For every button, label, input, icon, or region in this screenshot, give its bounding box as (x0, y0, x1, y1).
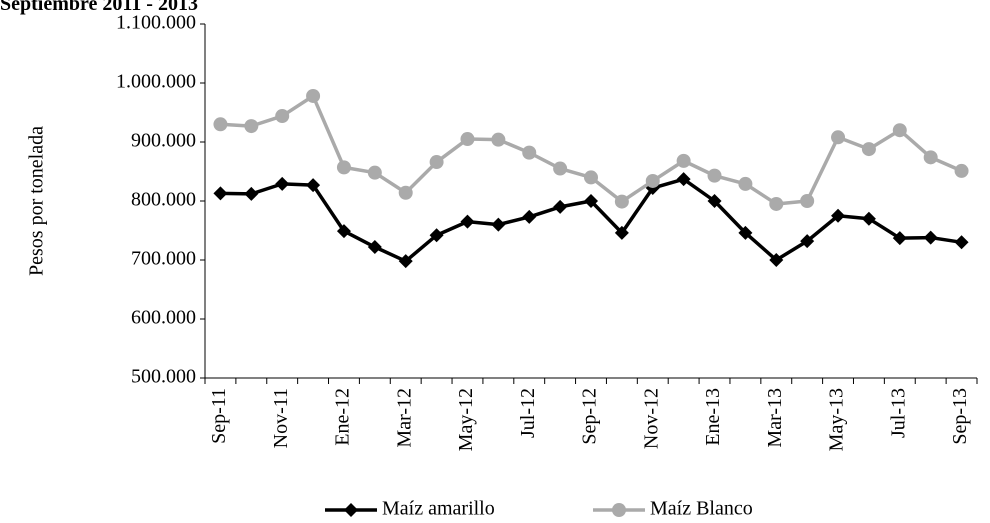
series-line (220, 94, 963, 206)
y-tick-label: 900.000 (131, 130, 196, 152)
x-tick-label: Sep-13 (949, 388, 971, 445)
legend-marker (612, 503, 626, 517)
marker (892, 231, 907, 246)
marker (954, 163, 969, 178)
x-tick-label: Ene-12 (332, 388, 354, 446)
y-tick-label: 500.000 (131, 366, 196, 388)
marker (614, 194, 629, 209)
marker (707, 168, 722, 183)
marker (213, 117, 228, 132)
marker (923, 150, 938, 165)
marker (275, 109, 290, 124)
x-tick-label: May-13 (826, 388, 848, 451)
legend-label: Maíz Blanco (650, 498, 753, 520)
marker (676, 153, 691, 168)
marker (861, 211, 876, 226)
marker (336, 160, 351, 175)
y-tick-label: 1.100.000 (116, 12, 196, 34)
marker (923, 230, 938, 245)
marker (460, 214, 475, 229)
chart-title: Septiembre 2011 - 2013 (0, 0, 198, 15)
marker (213, 186, 228, 201)
x-tick-label: Ene-13 (702, 388, 724, 446)
marker (645, 173, 660, 188)
marker (831, 130, 846, 145)
marker (306, 88, 321, 103)
x-tick-label: Sep-12 (579, 388, 601, 445)
x-tick-label: Nov-11 (270, 388, 292, 448)
marker (584, 170, 598, 185)
marker (614, 225, 629, 240)
marker (769, 253, 784, 267)
marker (553, 199, 568, 214)
marker (800, 194, 815, 208)
marker (584, 194, 598, 208)
marker (429, 228, 444, 243)
marker (738, 176, 753, 191)
marker (861, 142, 876, 157)
marker (831, 208, 846, 223)
marker (738, 225, 753, 240)
marker (367, 165, 382, 180)
y-tick-label: 600.000 (131, 307, 196, 329)
marker (398, 185, 413, 200)
marker (367, 240, 382, 255)
x-tick-label: Mar-13 (764, 388, 786, 448)
x-tick-label: Sep-11 (208, 388, 230, 444)
x-tick-label: May-12 (455, 388, 477, 451)
marker (244, 119, 259, 134)
marker (460, 132, 475, 147)
marker (244, 186, 259, 201)
marker (398, 254, 413, 269)
x-tick-label: Nov-12 (640, 388, 662, 449)
marker (275, 176, 290, 191)
marker (769, 196, 784, 211)
marker (707, 194, 722, 208)
marker (800, 234, 815, 249)
y-tick-label: 1.000.000 (116, 71, 196, 93)
x-tick-label: Jul-12 (517, 388, 539, 438)
marker (676, 172, 691, 187)
legend-label: Maíz amarillo (382, 498, 495, 520)
marker (306, 178, 321, 193)
marker (491, 217, 506, 232)
marker (892, 123, 907, 138)
marker (553, 161, 568, 176)
series-line (220, 177, 962, 263)
marker (491, 132, 506, 147)
marker (336, 224, 351, 239)
y-tick-label: 700.000 (131, 248, 196, 270)
marker (429, 155, 444, 170)
y-tick-label: 800.000 (131, 189, 196, 211)
x-tick-label: Jul-13 (887, 388, 909, 438)
y-axis-label: Pesos por tonelada (26, 126, 48, 276)
marker (522, 145, 537, 160)
marker (954, 235, 969, 250)
x-tick-label: Mar-12 (393, 388, 415, 448)
marker (522, 209, 537, 224)
legend-marker (344, 503, 358, 517)
